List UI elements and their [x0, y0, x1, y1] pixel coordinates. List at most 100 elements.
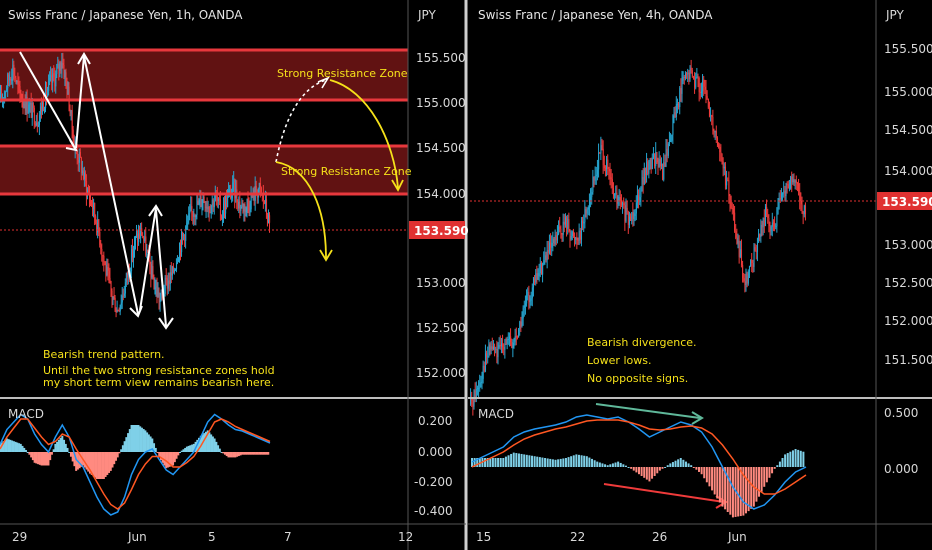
macd-histogram-bar: [525, 454, 528, 467]
candle-body: [63, 65, 65, 78]
left-x-tick: 12: [398, 530, 413, 544]
macd-histogram-bar: [4, 439, 7, 452]
macd-histogram-bar: [664, 467, 667, 468]
candle-body: [59, 62, 61, 71]
candle-body: [698, 77, 700, 92]
right-price-tick: 151.500: [884, 353, 932, 367]
candle-body: [79, 151, 81, 158]
macd-histogram-bar: [262, 452, 265, 455]
macd-histogram-bar: [536, 456, 539, 467]
candle-body: [33, 107, 35, 125]
resistance-zone-lower: [0, 146, 408, 194]
candle-body: [555, 235, 557, 241]
macd-histogram-bar: [484, 458, 487, 467]
macd-histogram-bar: [744, 467, 747, 514]
candle-body: [750, 259, 752, 267]
candle-body: [563, 221, 565, 225]
candle-body: [577, 240, 579, 242]
candle-body: [687, 72, 689, 75]
macd-histogram-bar: [724, 467, 727, 510]
candle-body: [590, 197, 592, 200]
macd-histogram-bar: [170, 452, 173, 467]
right-time-axis[interactable]: 15 22 26 Jun: [476, 530, 747, 544]
macd-histogram-bar: [47, 452, 50, 466]
macd-histogram-bar: [726, 467, 729, 512]
right-x-tick: 26: [652, 530, 667, 544]
candle-body: [798, 183, 800, 192]
candle-body: [47, 90, 49, 97]
candle-body: [581, 220, 583, 240]
candle-body: [593, 177, 595, 181]
macd-histogram-bar: [253, 452, 256, 455]
candle-body: [138, 233, 140, 243]
candle-body: [167, 280, 169, 289]
candle-body: [518, 329, 520, 338]
left-x-tick: 29: [12, 530, 27, 544]
macd-histogram-bar: [653, 467, 656, 476]
candle-body: [134, 240, 136, 251]
macd-histogram-bar: [42, 452, 45, 466]
candle-body: [491, 346, 493, 350]
macd-histogram-bar: [243, 452, 246, 455]
candle-body: [475, 388, 477, 400]
macd-histogram-bar: [515, 453, 518, 467]
macd-histogram-bar: [755, 467, 758, 502]
candle-body: [702, 79, 704, 92]
macd-histogram-bar: [92, 452, 95, 477]
candle-body: [44, 108, 46, 111]
candle-body: [773, 222, 775, 224]
left-chart-title: Swiss Franc / Japanese Yen, 1h, OANDA: [8, 8, 243, 22]
right-price-badge-bg: [877, 192, 932, 210]
candle-body: [691, 70, 693, 77]
macd-histogram-bar: [89, 452, 91, 474]
candle-body: [55, 73, 57, 87]
candle-body: [654, 153, 656, 167]
left-price-axis[interactable]: 155.500 155.000 154.500 154.000 153.000 …: [416, 51, 466, 380]
candle-body: [799, 191, 801, 201]
left-macd-tick: 0.200: [418, 414, 452, 428]
candle-body: [665, 148, 667, 167]
candle-body: [112, 297, 114, 299]
candle-body: [172, 266, 174, 273]
candle-body: [587, 207, 589, 210]
macd-histogram-bar: [768, 467, 771, 478]
macd-histogram-bar: [640, 467, 643, 476]
macd-histogram-bar: [30, 452, 33, 458]
macd-histogram-bar: [248, 452, 251, 455]
candle-body: [570, 235, 572, 240]
macd-histogram-bar: [596, 461, 599, 467]
candle-body: [108, 270, 110, 278]
candle-body: [605, 168, 607, 170]
candle-body: [41, 106, 43, 112]
candle-body: [509, 336, 511, 339]
macd-histogram-bar: [739, 467, 742, 517]
candle-body: [92, 205, 94, 209]
candle-body: [197, 200, 199, 205]
macd-histogram-bar: [593, 460, 596, 467]
candle-body: [661, 163, 663, 167]
candle-body: [662, 163, 664, 180]
macd-histogram-bar: [510, 453, 513, 467]
candle-body: [595, 174, 597, 176]
right-price-axis[interactable]: 155.500 155.000 154.500 154.000 153.000 …: [884, 42, 932, 367]
macd-histogram-bar: [191, 444, 194, 452]
candle-body: [616, 192, 618, 204]
macd-histogram-bar: [135, 425, 138, 452]
candle-body: [97, 219, 99, 233]
candle-body: [622, 203, 624, 205]
signal-line: [471, 419, 807, 495]
candle-body: [122, 295, 124, 297]
macd-histogram-bar: [121, 445, 124, 452]
macd-histogram-bar: [38, 452, 41, 465]
macd-histogram-bar: [786, 453, 789, 467]
candle-body: [130, 271, 132, 275]
candle-body: [0, 94, 2, 102]
left-time-axis[interactable]: 29 Jun 5 7 12: [12, 530, 413, 544]
candle-body: [712, 116, 714, 132]
macd-histogram-bar: [134, 425, 136, 452]
macd-histogram-bar: [609, 464, 612, 467]
candle-body: [771, 222, 773, 227]
macd-histogram-bar: [85, 452, 88, 470]
candle-body: [525, 303, 527, 306]
candle-body: [664, 162, 666, 167]
